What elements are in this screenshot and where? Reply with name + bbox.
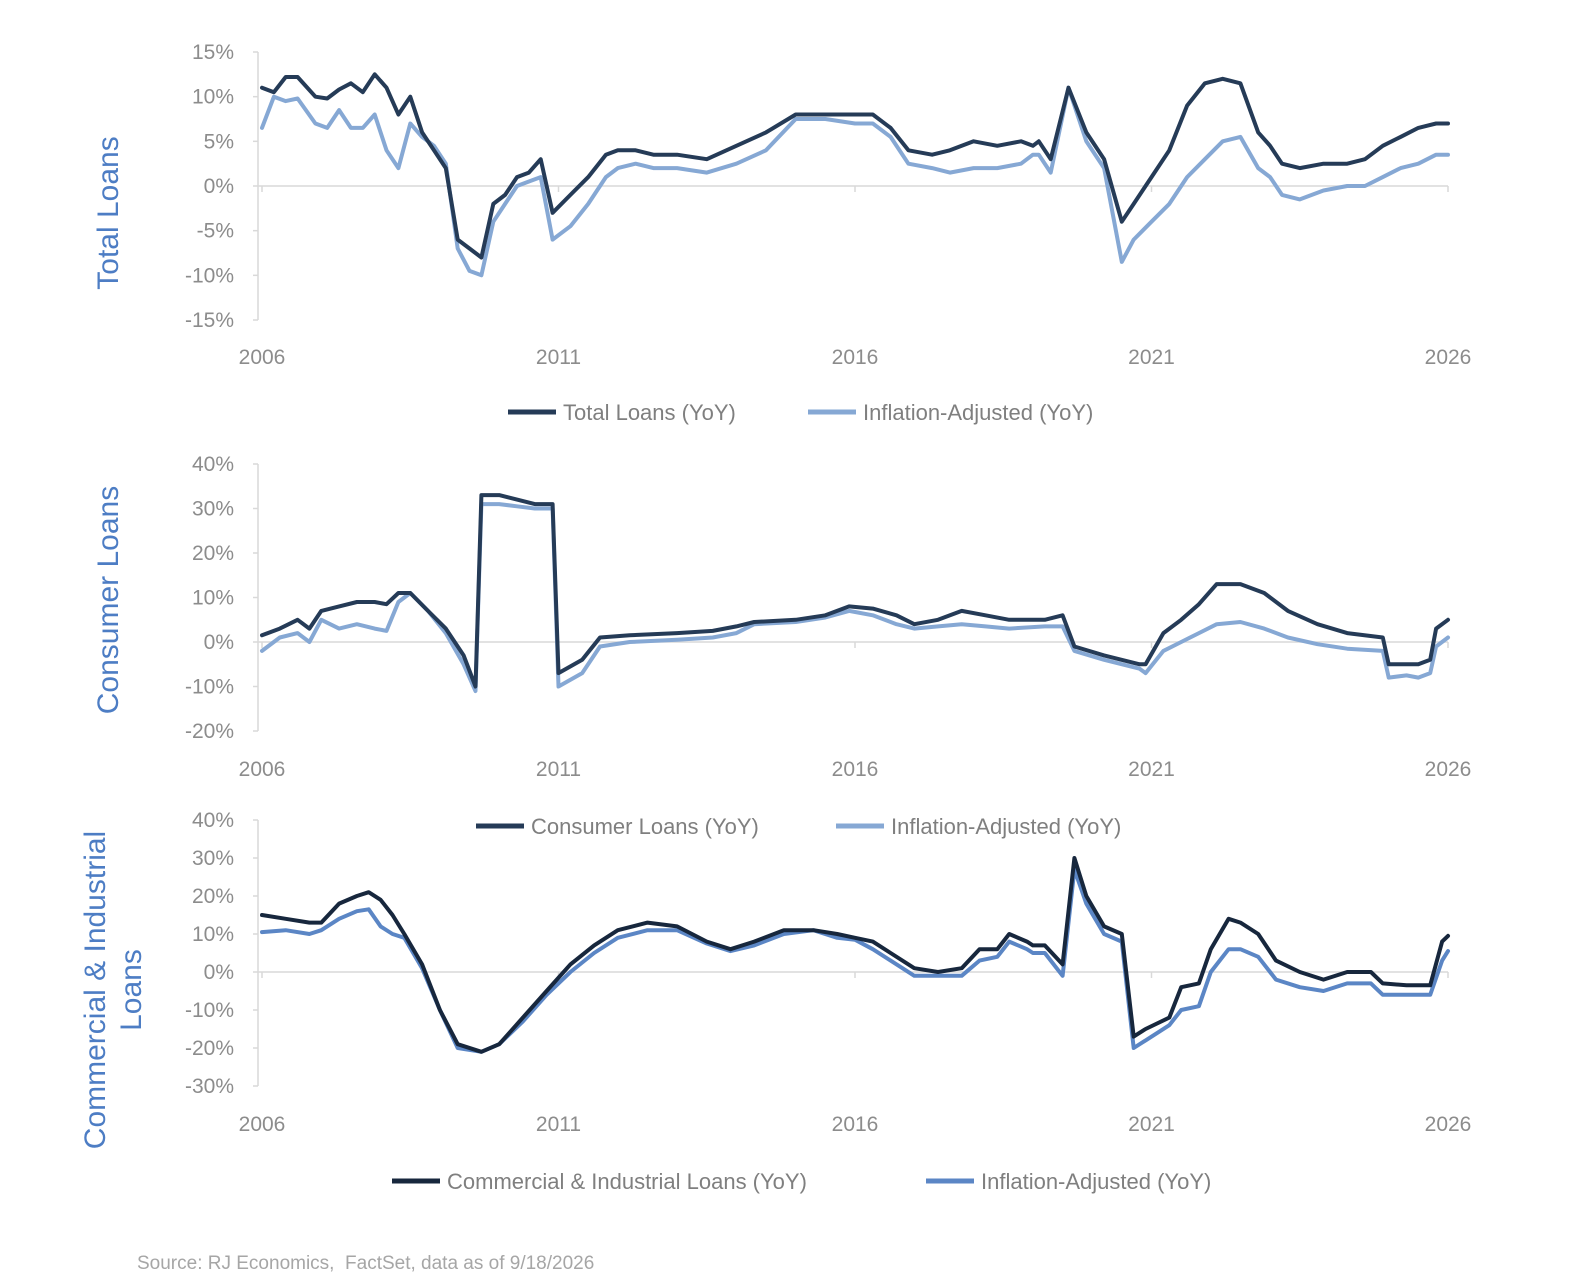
legend-label: Inflation-Adjusted (YoY)	[891, 814, 1121, 839]
y-axis-title: Commercial & Industrial Loans	[79, 831, 148, 1149]
x-tick-label: 2021	[1128, 346, 1175, 369]
y-tick-label: 15%	[192, 41, 234, 64]
commercial-industrial-loans-panel: -30% -20% -10% 0% 10% 20% 30% 40% 2006 2011 2016 20…	[79, 809, 1471, 1194]
y-axis-title: Total Loans	[92, 136, 125, 289]
y-tick-label: 10%	[192, 923, 234, 946]
y-tick-label: -10%	[185, 999, 234, 1022]
x-tick-label: 2011	[536, 758, 581, 781]
series-line-nominal	[260, 493, 1450, 689]
y-tick-label: -10%	[185, 676, 234, 699]
y-tick-label: -20%	[185, 1037, 234, 1060]
total-loans-panel: -15% -10% -5% 0% 5% 10% 15% 2006 2011 2016 2021 202…	[92, 41, 1471, 425]
series-line-nominal	[260, 856, 1450, 1054]
x-tick-label: 2016	[832, 1113, 879, 1136]
y-tick-label: 0%	[204, 961, 234, 984]
x-tick-label: 2026	[1425, 346, 1472, 369]
y-axis-title: Consumer Loans	[92, 486, 125, 714]
y-axis-title-line: Commercial & Industrial	[79, 831, 112, 1149]
y-tick-label: 10%	[192, 86, 234, 109]
x-tick-label: 2021	[1128, 1113, 1175, 1136]
x-tick-label: 2006	[239, 346, 286, 369]
x-tick-label: 2026	[1425, 1113, 1472, 1136]
x-tick-label: 2016	[832, 758, 879, 781]
y-tick-label: 5%	[204, 130, 234, 153]
source-note: Source: RJ Economics, FactSet, data as o…	[137, 1253, 595, 1274]
consumer-loans-panel: -20% -10% 0% 10% 20% 30% 40% 2006 2011 2016 2021 20…	[92, 453, 1471, 839]
series-line-nominal	[260, 72, 1450, 260]
x-tick-label: 2006	[239, 1113, 286, 1136]
legend-label: Commercial & Industrial Loans (YoY)	[447, 1169, 807, 1194]
series-line-inflation-adjusted	[260, 867, 1450, 1054]
x-tick-label: 2006	[239, 758, 286, 781]
y-tick-label: 0%	[204, 175, 234, 198]
x-tick-label: 2021	[1128, 758, 1175, 781]
y-tick-label: -30%	[185, 1075, 234, 1098]
legend-label: Inflation-Adjusted (YoY)	[981, 1169, 1211, 1194]
y-tick-label: 10%	[192, 587, 234, 610]
x-tick-label: 2026	[1425, 758, 1472, 781]
legend-label: Total Loans (YoY)	[563, 400, 736, 425]
y-tick-label: 20%	[192, 885, 234, 908]
y-tick-label: 40%	[192, 453, 234, 476]
y-tick-label: 30%	[192, 498, 234, 521]
y-tick-label: -20%	[185, 720, 234, 743]
legend-label: Inflation-Adjusted (YoY)	[863, 400, 1093, 425]
y-tick-label: 40%	[192, 809, 234, 832]
y-tick-label: -15%	[185, 309, 234, 332]
y-tick-label: 0%	[204, 631, 234, 654]
x-tick-label: 2011	[536, 1113, 581, 1136]
y-tick-label: -10%	[185, 264, 234, 287]
y-tick-label: -5%	[197, 220, 234, 243]
x-tick-label: 2016	[832, 346, 879, 369]
x-tick-label: 2011	[536, 346, 581, 369]
y-axis-title-line: Loans	[115, 949, 148, 1031]
series-line-inflation-adjusted	[260, 85, 1450, 278]
y-tick-label: 20%	[192, 542, 234, 565]
legend-label: Consumer Loans (YoY)	[531, 814, 759, 839]
y-tick-label: 30%	[192, 847, 234, 870]
